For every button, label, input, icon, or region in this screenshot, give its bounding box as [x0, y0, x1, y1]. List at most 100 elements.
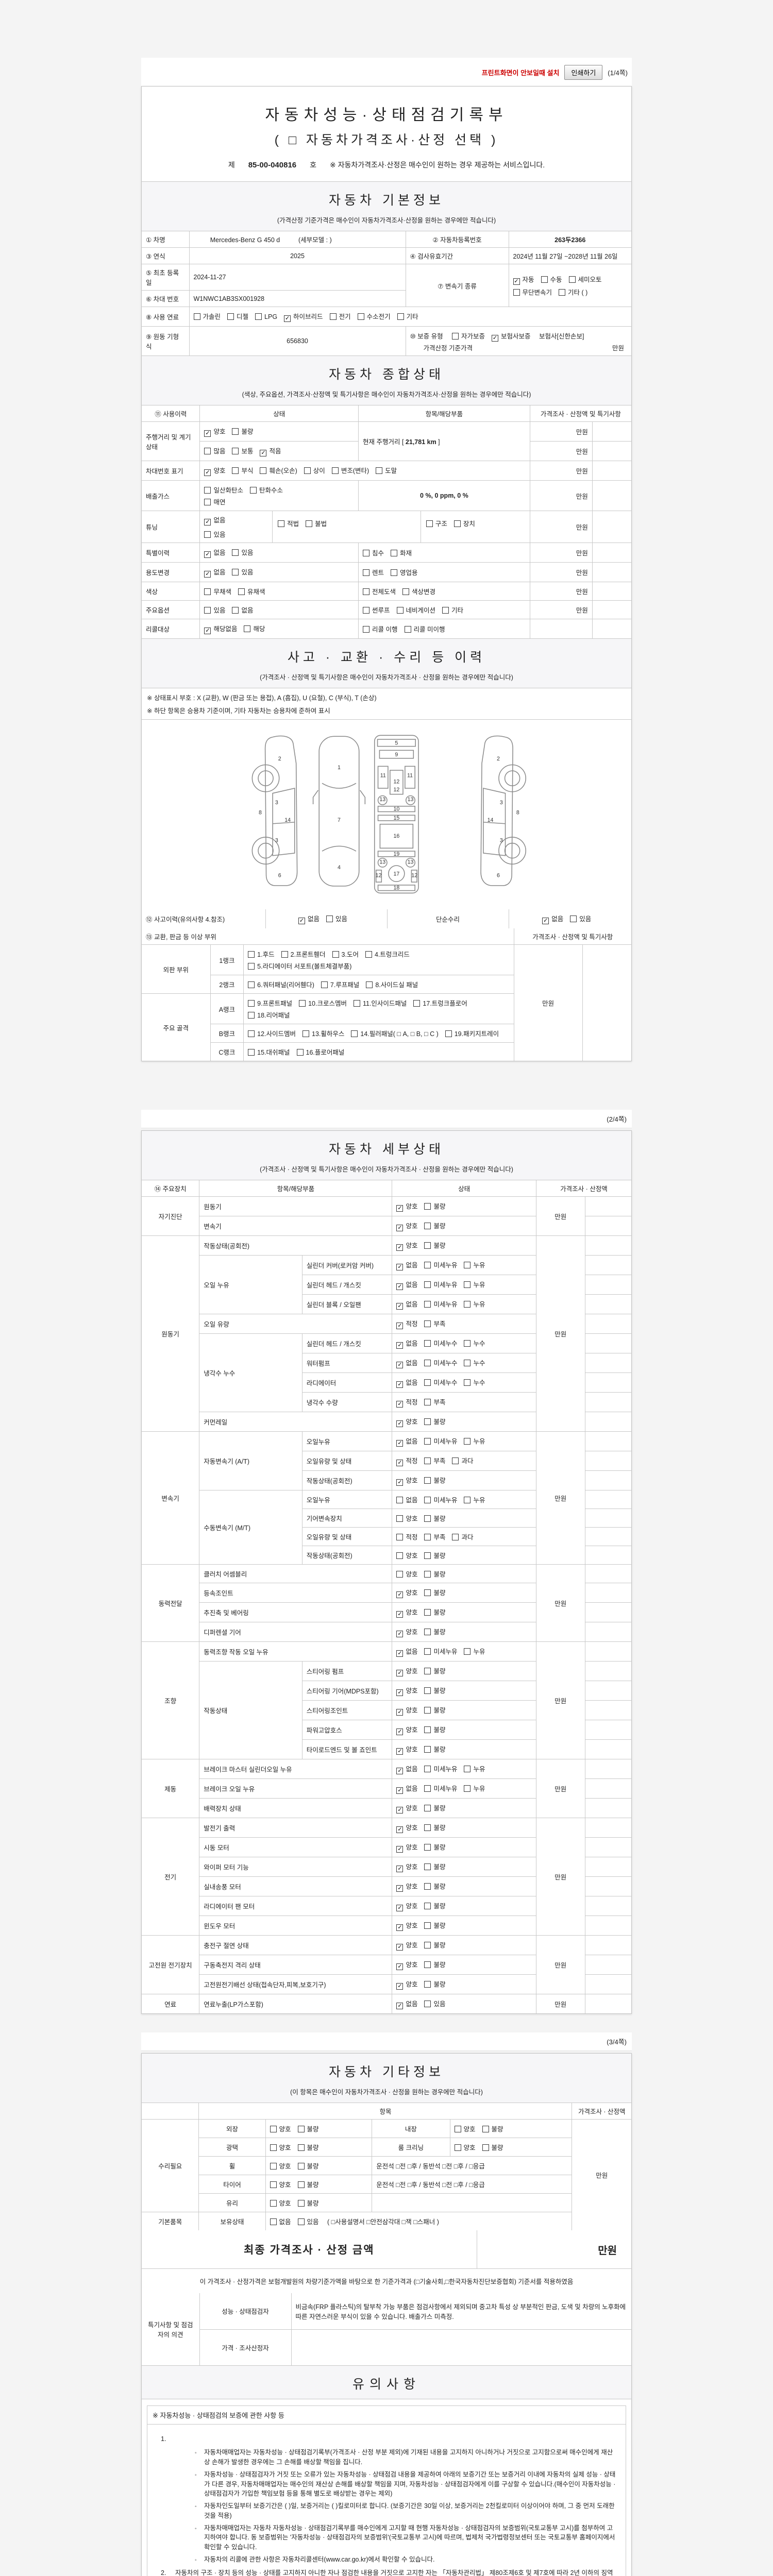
field-label: ③ 연식	[141, 247, 190, 264]
checkbox	[363, 569, 370, 576]
checkbox	[424, 1418, 431, 1425]
checkbox-option: ✓ 없음	[204, 569, 226, 578]
other-col-item: 항목	[198, 2103, 573, 2120]
checkbox-option: 미세누유	[424, 1299, 457, 1309]
diagram-zone-number: 13	[408, 859, 414, 865]
checkbox-option: 12.사이드멤버	[248, 1028, 296, 1038]
item-label: 변속기	[199, 1216, 393, 1236]
checkbox-option: ✓ 양호	[396, 1629, 418, 1637]
checkbox-option: 미세누유	[424, 1260, 457, 1269]
column-header: 항목/해당부품	[358, 405, 530, 422]
checkbox-option: ✓ 양호	[396, 1883, 418, 1892]
warranty-cell: ⑩ 보증 유형 자가보증 ✓ 보험사보증 보험사[신한손보] 가격산정 기준가격 만…	[405, 326, 632, 356]
checkbox: ✓	[396, 1440, 404, 1447]
checkbox-option: 있음	[326, 913, 347, 923]
checkbox	[363, 607, 370, 614]
accident-subtitle: (가격조사 · 산정액 및 특기사항은 매수인이 자동차가격조사 · 산정을 원…	[260, 674, 513, 681]
checkbox: ✓	[396, 1768, 404, 1774]
doc-number-prefix: 제	[228, 161, 235, 169]
checkbox	[297, 2144, 305, 2151]
checkbox-option: ✓ 양호	[396, 1707, 418, 1716]
price-cell: 만원	[535, 1759, 585, 1818]
doc-number: 85-00-040816	[248, 161, 297, 170]
checkbox-option: 불량	[297, 2198, 319, 2208]
detail-subtitle: (가격조사 · 산정액 및 특기사항은 매수인이 자동차가격조사 · 산정을 원…	[260, 1166, 513, 1173]
checkbox	[424, 1534, 431, 1540]
status-options: ✓ 양호 불량	[392, 1235, 536, 1256]
checkbox: ✓	[204, 571, 211, 578]
checkbox-option: 17.트렁크플로어	[413, 998, 467, 1008]
checkbox	[464, 1785, 471, 1792]
checkbox-option: ✓ 하이브리드	[284, 313, 323, 322]
status-options: 무채색 유채색	[199, 582, 359, 601]
checkbox	[304, 467, 311, 474]
checkbox: ✓	[396, 1420, 404, 1427]
first-registration-date: 2024-11-27	[189, 264, 406, 291]
checkbox-option: 불량	[424, 1842, 445, 1852]
checkbox	[424, 1785, 431, 1792]
checkbox-option: ✓ 양호	[396, 1609, 418, 1618]
checkbox-option: 양호	[454, 2124, 476, 2133]
checkbox-option: 네비게이션	[396, 605, 435, 615]
checkbox-option: 누유	[464, 1764, 485, 1773]
checkbox-option: 보통	[232, 446, 253, 455]
checkbox	[248, 1049, 255, 1056]
tuning-options: ✓ 없음 있음 적법 불법 구조 장치	[199, 511, 530, 543]
checkbox-option: ✓ 양호	[396, 1805, 418, 1814]
print-button[interactable]: 인쇄하기	[564, 65, 603, 80]
item-options: 렌트 영업용	[358, 562, 530, 582]
checkbox	[366, 981, 373, 988]
diagram-zone-number: 17	[393, 871, 399, 877]
status-options: 양호 불량	[449, 2119, 573, 2138]
checkbox	[270, 2218, 277, 2225]
checkbox: ✓	[396, 1401, 404, 1408]
checkbox-option: 과다	[452, 1455, 473, 1465]
column-header: ⑪ 사용이력	[141, 405, 200, 422]
checkbox-option: 양호	[270, 2198, 291, 2208]
device-group: 변속기	[141, 1431, 200, 1565]
car-name: Mercedes-Benz G 450 d	[210, 236, 280, 244]
diagram-zone-number: 3	[500, 800, 503, 806]
device-group: 연료	[141, 1994, 200, 2014]
checkbox-option: 누수	[464, 1377, 485, 1387]
checkbox	[193, 313, 200, 320]
status-options: 양호 불량	[392, 1564, 536, 1583]
item-label: 내장	[372, 2119, 450, 2138]
status-options: ✓ 양호 불량	[392, 1602, 536, 1622]
checkbox	[232, 607, 239, 614]
status-options: 양호 불량	[265, 2193, 373, 2212]
diagram-zone-number: 13	[379, 859, 385, 865]
price-cell: 만원	[535, 1818, 585, 1936]
checkbox-option: 누유	[464, 1260, 485, 1269]
checkbox	[513, 289, 520, 296]
checkbox	[391, 569, 398, 576]
document-header: 자동차성능·상태점검기록부 ( □ 자동차가격조사·산정 선택 ) 제 85-0…	[142, 87, 631, 181]
checkbox-option: 13.휠하우스	[303, 1028, 344, 1038]
checkbox: ✓	[396, 1323, 404, 1329]
checkbox-option: 적정	[396, 1532, 417, 1541]
checkbox	[232, 448, 239, 454]
checkbox: ✓	[396, 1591, 404, 1598]
status-options: ✓ 양호 불량	[392, 1916, 536, 1936]
checkbox-option: 9.프론트패널	[248, 998, 292, 1008]
checkbox-option: ✓ 양호	[396, 1863, 418, 1872]
checkbox	[424, 1340, 431, 1347]
checkbox	[397, 313, 404, 320]
checkbox-option: ✓ 없음	[204, 517, 226, 526]
checkbox: ✓	[396, 1479, 404, 1486]
checkbox-option: 누유	[464, 1783, 485, 1793]
status-options: 양호 불량	[265, 2119, 373, 2138]
item-label: 수동변속기 (M/T)	[199, 1490, 303, 1565]
item-label: 배력장치 상태	[199, 1798, 393, 1818]
basic-title: 자동차 기본정보	[329, 193, 444, 208]
checkbox-option: 없음	[232, 605, 253, 615]
checkbox-option: 리콜 미이행	[404, 624, 445, 634]
checkbox	[363, 626, 370, 633]
checkbox	[424, 1552, 431, 1559]
checkbox-option: 수동	[541, 274, 562, 284]
checkbox-option: ✓ 양호	[396, 1981, 418, 1990]
checkbox-option: 리콜 이행	[363, 624, 398, 634]
checkbox	[248, 951, 255, 958]
status-code-note: ※ 상태표시 부호 : X (교환), W (판금 또는 용접), A (흠집)…	[147, 694, 377, 702]
basic-subtitle: (가격산정 기준가격은 매수인이 자동차가격조사·산정을 원하는 경우에만 적습…	[277, 217, 496, 224]
